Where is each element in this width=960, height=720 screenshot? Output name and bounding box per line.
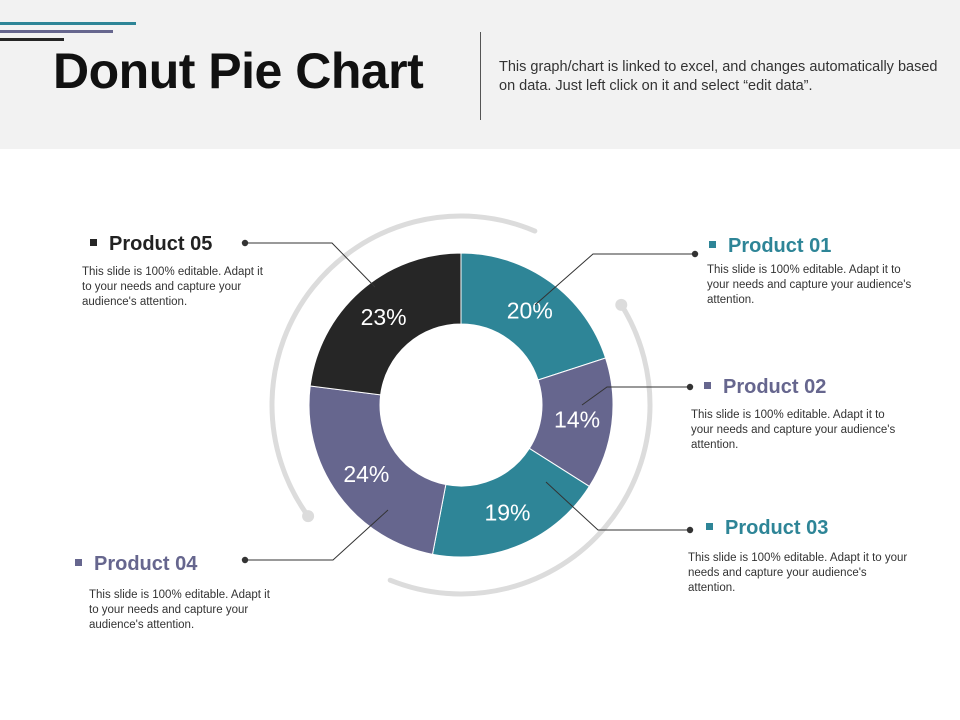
legend-desc-product-03: This slide is 100% editable. Adapt it to…: [688, 552, 908, 594]
accent-line-dark: [0, 38, 64, 41]
legend-bullet-product-02: [704, 382, 711, 390]
connector-line-product-05: [245, 242, 376, 288]
header-divider: [480, 32, 481, 120]
slice-label-product-02: 14%: [554, 407, 600, 433]
header-description: This graph/chart is linked to excel, and…: [499, 59, 938, 94]
connector-line-product-03: [545, 481, 690, 531]
connector-line-product-04: [245, 509, 389, 561]
legend-title-product-05: Product 05: [90, 233, 212, 256]
legend-desc-product-05: This slide is 100% editable. Adapt it to…: [82, 266, 263, 308]
page-title: Donut Pie Chart: [53, 43, 424, 99]
ring-arc-upper: [269, 213, 538, 519]
legend-bullet-product-04: [75, 559, 82, 567]
ring-end-dot: [302, 510, 315, 523]
donut-slice-product-04: [308, 385, 447, 555]
legend-title-product-04: Product 04: [75, 553, 197, 576]
donut-slice-product-03: [431, 447, 591, 558]
legend-desc-product-02: This slide is 100% editable. Adapt it to…: [691, 409, 896, 451]
legend-desc-product-04: This slide is 100% editable. Adapt it to…: [89, 589, 270, 631]
connector-dot-product-03: [686, 526, 694, 534]
legend-desc-product-01: This slide is 100% editable. Adapt it to…: [707, 264, 912, 306]
legend-title-product-02: Product 02: [704, 376, 826, 399]
donut-slices: [308, 252, 614, 558]
slice-labels: 20% 14% 19% 24% 23%: [343, 297, 600, 525]
connector-dot-product-02: [686, 383, 694, 391]
connector-line-product-01: [534, 253, 695, 306]
connector-line-product-02: [581, 386, 690, 406]
accent-line-gray: [0, 30, 113, 33]
connector-dot-product-05: [241, 239, 249, 247]
donut-slice-product-05: [309, 252, 462, 396]
ring-arc-lower: [387, 302, 653, 597]
legend-title-text: Product 05: [109, 233, 213, 255]
decorative-ring: [269, 213, 653, 597]
legend-bullet-product-01: [709, 241, 716, 249]
slice-label-product-05: 23%: [361, 304, 407, 330]
donut-slice-product-01: [460, 252, 607, 381]
legend-bullet-product-05: [90, 239, 97, 247]
legend-title-text: Product 03: [725, 517, 829, 539]
header-band: Donut Pie Chart This graph/chart is link…: [0, 0, 960, 149]
slice-label-product-04: 24%: [343, 461, 389, 487]
legend-title-text: Product 04: [94, 553, 198, 575]
accent-line-teal: [0, 22, 136, 25]
connector-lines: [241, 239, 699, 564]
connector-dot-product-04: [241, 556, 249, 564]
ring-end-dot: [615, 298, 628, 311]
legend-title-text: Product 02: [723, 376, 827, 398]
slice-label-product-03: 19%: [484, 499, 530, 525]
legend-bullet-product-03: [706, 523, 713, 531]
legend-title-product-03: Product 03: [706, 517, 828, 540]
connector-dot-product-01: [691, 250, 699, 258]
legend-title-text: Product 01: [728, 235, 832, 257]
slice-label-product-01: 20%: [507, 297, 553, 323]
legend-title-product-01: Product 01: [709, 235, 831, 258]
